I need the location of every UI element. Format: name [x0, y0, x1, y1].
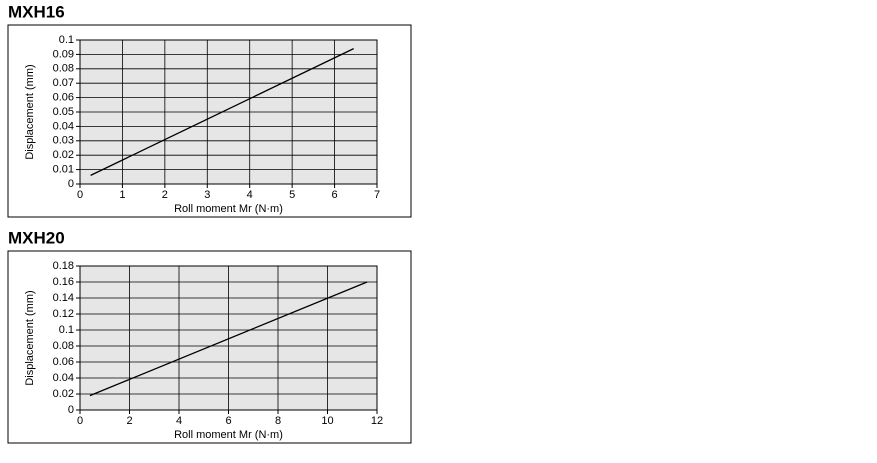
x-tick-label: 0: [77, 189, 83, 201]
y-tick-label: 0.06: [53, 92, 74, 104]
x-tick-label: 0: [77, 415, 83, 427]
x-tick-label: 7: [374, 189, 380, 201]
x-tick-label: 2: [126, 415, 132, 427]
y-axis-label: Displacement (mm): [24, 290, 36, 385]
y-tick-label: 0.04: [53, 120, 74, 132]
chart-frame: [7, 250, 412, 444]
x-tick-label: 4: [176, 415, 182, 427]
x-tick-label: 2: [162, 189, 168, 201]
y-tick-label: 0.05: [53, 106, 74, 118]
x-tick-label: 1: [119, 189, 125, 201]
chart-title: MXH16: [8, 2, 65, 21]
y-tick-label: 0.12: [53, 308, 74, 320]
y-tick-label: 0: [68, 178, 74, 190]
x-tick-label: 10: [321, 415, 333, 427]
y-tick-label: 0.1: [59, 324, 74, 336]
x-tick-label: 6: [332, 189, 338, 201]
y-tick-label: 0.03: [53, 135, 74, 147]
x-tick-label: 12: [371, 415, 383, 427]
chart-frame: [7, 24, 412, 218]
y-tick-label: 0.02: [53, 388, 74, 400]
y-tick-label: 0.14: [53, 292, 74, 304]
y-tick-label: 0.02: [53, 149, 74, 161]
x-axis-label: Roll moment Mr (N·m): [174, 429, 283, 441]
y-tick-label: 0.07: [53, 77, 74, 89]
y-tick-label: 0.16: [53, 276, 74, 288]
chart-title: MXH20: [8, 228, 65, 247]
data-line: [89, 281, 368, 397]
y-tick-label: 0.18: [53, 260, 74, 272]
y-tick-label: 0.08: [53, 63, 74, 75]
x-tick-label: 6: [225, 415, 231, 427]
y-axis-label: Displacement (mm): [24, 64, 36, 159]
y-tick-label: 0.06: [53, 356, 74, 368]
y-tick-label: 0.08: [53, 340, 74, 352]
data-line: [90, 48, 354, 176]
y-tick-label: 0.09: [53, 48, 74, 60]
y-tick-label: 0.1: [59, 34, 74, 46]
x-tick-label: 5: [289, 189, 295, 201]
x-tick-label: 4: [247, 189, 253, 201]
y-tick-label: 0.04: [53, 372, 74, 384]
y-tick-label: 0: [68, 404, 74, 416]
x-axis-label: Roll moment Mr (N·m): [174, 203, 283, 215]
x-tick-label: 8: [275, 415, 281, 427]
x-tick-label: 3: [204, 189, 210, 201]
y-tick-label: 0.01: [53, 164, 74, 176]
